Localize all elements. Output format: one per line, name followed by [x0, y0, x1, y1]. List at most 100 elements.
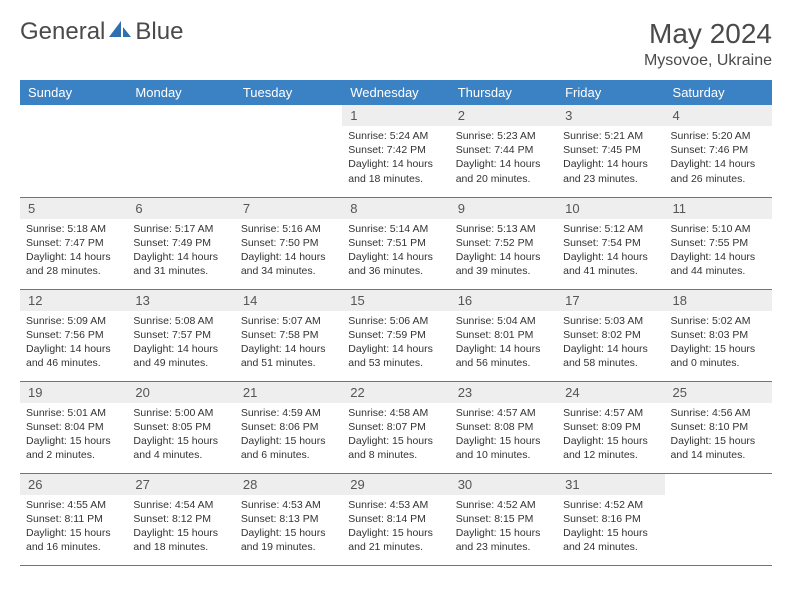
day-details: Sunrise: 4:54 AMSunset: 8:12 PMDaylight:… [127, 495, 234, 559]
day-number: 25 [665, 382, 772, 403]
day-details: Sunrise: 5:07 AMSunset: 7:58 PMDaylight:… [235, 311, 342, 375]
day-number: 1 [342, 105, 449, 126]
weekday-tue: Tuesday [235, 80, 342, 105]
day-number: 21 [235, 382, 342, 403]
calendar-cell: 3Sunrise: 5:21 AMSunset: 7:45 PMDaylight… [557, 105, 664, 197]
calendar-row: 1Sunrise: 5:24 AMSunset: 7:42 PMDaylight… [20, 105, 772, 197]
calendar-cell: 23Sunrise: 4:57 AMSunset: 8:08 PMDayligh… [450, 381, 557, 473]
calendar-cell: 4Sunrise: 5:20 AMSunset: 7:46 PMDaylight… [665, 105, 772, 197]
calendar-cell: 22Sunrise: 4:58 AMSunset: 8:07 PMDayligh… [342, 381, 449, 473]
day-number: 31 [557, 474, 664, 495]
day-details: Sunrise: 5:17 AMSunset: 7:49 PMDaylight:… [127, 219, 234, 283]
day-number: 10 [557, 198, 664, 219]
calendar-cell: 25Sunrise: 4:56 AMSunset: 8:10 PMDayligh… [665, 381, 772, 473]
calendar-row: 19Sunrise: 5:01 AMSunset: 8:04 PMDayligh… [20, 381, 772, 473]
day-details: Sunrise: 5:24 AMSunset: 7:42 PMDaylight:… [342, 126, 449, 190]
calendar-cell: 14Sunrise: 5:07 AMSunset: 7:58 PMDayligh… [235, 289, 342, 381]
day-details: Sunrise: 4:56 AMSunset: 8:10 PMDaylight:… [665, 403, 772, 467]
calendar-cell: 31Sunrise: 4:52 AMSunset: 8:16 PMDayligh… [557, 473, 664, 565]
weekday-mon: Monday [127, 80, 234, 105]
day-details: Sunrise: 5:00 AMSunset: 8:05 PMDaylight:… [127, 403, 234, 467]
day-number: 22 [342, 382, 449, 403]
calendar-cell: 20Sunrise: 5:00 AMSunset: 8:05 PMDayligh… [127, 381, 234, 473]
weekday-thu: Thursday [450, 80, 557, 105]
day-number: 6 [127, 198, 234, 219]
day-details: Sunrise: 4:55 AMSunset: 8:11 PMDaylight:… [20, 495, 127, 559]
day-number: 17 [557, 290, 664, 311]
day-number: 23 [450, 382, 557, 403]
day-number: 2 [450, 105, 557, 126]
day-number: 5 [20, 198, 127, 219]
day-number: 8 [342, 198, 449, 219]
calendar-cell: 2Sunrise: 5:23 AMSunset: 7:44 PMDaylight… [450, 105, 557, 197]
day-number: 12 [20, 290, 127, 311]
day-number: 11 [665, 198, 772, 219]
calendar-cell: 7Sunrise: 5:16 AMSunset: 7:50 PMDaylight… [235, 197, 342, 289]
calendar-cell: 9Sunrise: 5:13 AMSunset: 7:52 PMDaylight… [450, 197, 557, 289]
day-details: Sunrise: 5:18 AMSunset: 7:47 PMDaylight:… [20, 219, 127, 283]
day-details: Sunrise: 4:58 AMSunset: 8:07 PMDaylight:… [342, 403, 449, 467]
page-title: May 2024 [644, 18, 772, 50]
sail-icon [107, 19, 133, 46]
header: General Blue May 2024 Mysovoe, Ukraine [20, 18, 772, 70]
day-number: 20 [127, 382, 234, 403]
calendar-cell: 1Sunrise: 5:24 AMSunset: 7:42 PMDaylight… [342, 105, 449, 197]
day-details: Sunrise: 5:23 AMSunset: 7:44 PMDaylight:… [450, 126, 557, 190]
day-details: Sunrise: 5:01 AMSunset: 8:04 PMDaylight:… [20, 403, 127, 467]
day-number: 27 [127, 474, 234, 495]
calendar-cell: 6Sunrise: 5:17 AMSunset: 7:49 PMDaylight… [127, 197, 234, 289]
calendar-cell: 8Sunrise: 5:14 AMSunset: 7:51 PMDaylight… [342, 197, 449, 289]
header-right: May 2024 Mysovoe, Ukraine [644, 18, 772, 70]
day-number: 18 [665, 290, 772, 311]
day-details: Sunrise: 4:57 AMSunset: 8:08 PMDaylight:… [450, 403, 557, 467]
day-number: 19 [20, 382, 127, 403]
day-number: 13 [127, 290, 234, 311]
brand-name-right: Blue [135, 18, 183, 46]
day-number: 16 [450, 290, 557, 311]
day-details: Sunrise: 5:16 AMSunset: 7:50 PMDaylight:… [235, 219, 342, 283]
location-label: Mysovoe, Ukraine [644, 52, 772, 70]
calendar-cell [127, 105, 234, 197]
day-details: Sunrise: 4:57 AMSunset: 8:09 PMDaylight:… [557, 403, 664, 467]
day-details: Sunrise: 5:10 AMSunset: 7:55 PMDaylight:… [665, 219, 772, 283]
day-details: Sunrise: 4:53 AMSunset: 8:14 PMDaylight:… [342, 495, 449, 559]
calendar-cell: 19Sunrise: 5:01 AMSunset: 8:04 PMDayligh… [20, 381, 127, 473]
day-details: Sunrise: 5:21 AMSunset: 7:45 PMDaylight:… [557, 126, 664, 190]
calendar-cell: 10Sunrise: 5:12 AMSunset: 7:54 PMDayligh… [557, 197, 664, 289]
weekday-wed: Wednesday [342, 80, 449, 105]
day-details: Sunrise: 5:20 AMSunset: 7:46 PMDaylight:… [665, 126, 772, 190]
calendar-cell: 26Sunrise: 4:55 AMSunset: 8:11 PMDayligh… [20, 473, 127, 565]
calendar-cell: 29Sunrise: 4:53 AMSunset: 8:14 PMDayligh… [342, 473, 449, 565]
calendar-cell [235, 105, 342, 197]
calendar-cell: 21Sunrise: 4:59 AMSunset: 8:06 PMDayligh… [235, 381, 342, 473]
day-number: 7 [235, 198, 342, 219]
day-number: 3 [557, 105, 664, 126]
day-number: 9 [450, 198, 557, 219]
calendar-cell: 11Sunrise: 5:10 AMSunset: 7:55 PMDayligh… [665, 197, 772, 289]
calendar-cell: 13Sunrise: 5:08 AMSunset: 7:57 PMDayligh… [127, 289, 234, 381]
day-number: 14 [235, 290, 342, 311]
calendar-cell: 27Sunrise: 4:54 AMSunset: 8:12 PMDayligh… [127, 473, 234, 565]
calendar-cell: 5Sunrise: 5:18 AMSunset: 7:47 PMDaylight… [20, 197, 127, 289]
calendar-cell: 18Sunrise: 5:02 AMSunset: 8:03 PMDayligh… [665, 289, 772, 381]
brand-name-left: General [20, 18, 105, 46]
calendar-row: 26Sunrise: 4:55 AMSunset: 8:11 PMDayligh… [20, 473, 772, 565]
day-details: Sunrise: 5:09 AMSunset: 7:56 PMDaylight:… [20, 311, 127, 375]
day-number: 4 [665, 105, 772, 126]
day-details: Sunrise: 5:14 AMSunset: 7:51 PMDaylight:… [342, 219, 449, 283]
day-details: Sunrise: 5:03 AMSunset: 8:02 PMDaylight:… [557, 311, 664, 375]
day-details: Sunrise: 4:59 AMSunset: 8:06 PMDaylight:… [235, 403, 342, 467]
day-details: Sunrise: 5:13 AMSunset: 7:52 PMDaylight:… [450, 219, 557, 283]
calendar-cell: 30Sunrise: 4:52 AMSunset: 8:15 PMDayligh… [450, 473, 557, 565]
calendar-cell: 28Sunrise: 4:53 AMSunset: 8:13 PMDayligh… [235, 473, 342, 565]
day-details: Sunrise: 5:06 AMSunset: 7:59 PMDaylight:… [342, 311, 449, 375]
day-number: 24 [557, 382, 664, 403]
calendar-cell [665, 473, 772, 565]
calendar-row: 5Sunrise: 5:18 AMSunset: 7:47 PMDaylight… [20, 197, 772, 289]
calendar-row: 12Sunrise: 5:09 AMSunset: 7:56 PMDayligh… [20, 289, 772, 381]
day-details: Sunrise: 5:08 AMSunset: 7:57 PMDaylight:… [127, 311, 234, 375]
day-number: 28 [235, 474, 342, 495]
weekday-sun: Sunday [20, 80, 127, 105]
weekday-fri: Friday [557, 80, 664, 105]
day-details: Sunrise: 4:52 AMSunset: 8:16 PMDaylight:… [557, 495, 664, 559]
